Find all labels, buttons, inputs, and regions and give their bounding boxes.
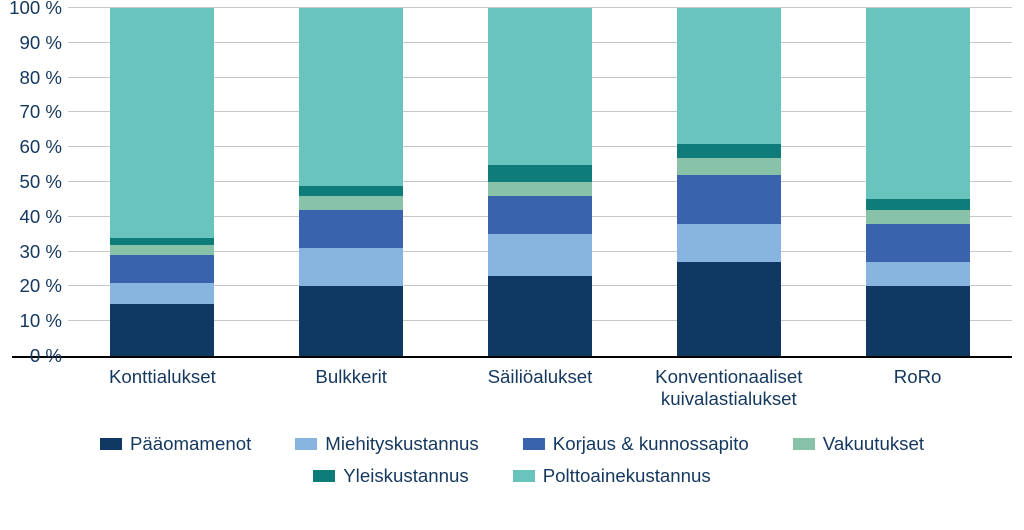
stacked-bar-chart: 0 % 10 % 20 % 30 % 40 % 50 % 60 % 70 % 80 % 90 % 1… xyxy=(0,0,1024,497)
legend-swatch xyxy=(313,470,335,482)
legend-label: Pääomamenot xyxy=(130,433,251,455)
bar-segment-miehityskustannus xyxy=(299,248,403,286)
legend: Pääomamenot Miehityskustannus Korjaus & ku… xyxy=(12,411,1012,497)
x-tick-label: Säiliöalukset xyxy=(446,358,635,411)
legend-item: Yleiskustannus xyxy=(313,465,468,487)
bar-slot xyxy=(823,8,1012,356)
bar-segment-korjaus_kunnossapito xyxy=(488,196,592,234)
legend-item: Vakuutukset xyxy=(793,433,924,455)
bar-slot xyxy=(446,8,635,356)
bar-segment-vakuutukset xyxy=(110,245,214,255)
bar-segment-polttoainekustannus xyxy=(866,8,970,199)
bar-segment-yleiskustannus xyxy=(299,186,403,196)
bar xyxy=(866,8,970,356)
legend-label: Korjaus & kunnossapito xyxy=(553,433,749,455)
bar-segment-vakuutukset xyxy=(488,182,592,196)
bars-region xyxy=(68,8,1012,356)
bar-segment-miehityskustannus xyxy=(866,262,970,286)
bar-segment-polttoainekustannus xyxy=(488,8,592,165)
bar-segment-paaomamenot xyxy=(488,276,592,356)
plot-area: 0 %10 %20 %30 %40 %50 %60 %70 %80 %90 %1… xyxy=(12,8,1012,358)
bar xyxy=(110,8,214,356)
legend-label: Vakuutukset xyxy=(823,433,924,455)
legend-item: Korjaus & kunnossapito xyxy=(523,433,749,455)
legend-swatch xyxy=(295,438,317,450)
y-tick-label: 90 % xyxy=(19,32,62,54)
legend-swatch xyxy=(100,438,122,450)
bar-segment-korjaus_kunnossapito xyxy=(677,175,781,224)
y-tick-label: 0 % xyxy=(30,345,62,367)
bar-segment-yleiskustannus xyxy=(677,144,781,158)
bar-segment-korjaus_kunnossapito xyxy=(866,224,970,262)
bar-slot xyxy=(634,8,823,356)
bar-segment-polttoainekustannus xyxy=(299,8,403,185)
bar-segment-paaomamenot xyxy=(299,286,403,356)
bar-segment-vakuutukset xyxy=(866,210,970,224)
y-tick-label: 20 % xyxy=(19,275,62,297)
y-tick-label: 30 % xyxy=(19,241,62,263)
bar-segment-yleiskustannus xyxy=(866,199,970,209)
legend-swatch xyxy=(793,438,815,450)
x-axis-labels: KonttialuksetBulkkeritSäiliöaluksetKonve… xyxy=(68,358,1012,411)
x-tick-label: Bulkkerit xyxy=(257,358,446,411)
y-tick-label: 100 % xyxy=(9,0,62,19)
bar xyxy=(677,8,781,356)
y-tick-label: 70 % xyxy=(19,101,62,123)
x-tick-label: Konventionaaliset kuivalastialukset xyxy=(634,358,823,411)
legend-swatch xyxy=(513,470,535,482)
bar-segment-vakuutukset xyxy=(677,158,781,175)
bar xyxy=(488,8,592,356)
legend-label: Miehityskustannus xyxy=(325,433,478,455)
bar-segment-vakuutukset xyxy=(299,196,403,210)
bar-segment-korjaus_kunnossapito xyxy=(110,255,214,283)
bar-segment-miehityskustannus xyxy=(677,224,781,262)
x-tick-label: Konttialukset xyxy=(68,358,257,411)
bar-segment-korjaus_kunnossapito xyxy=(299,210,403,248)
bar-segment-paaomamenot xyxy=(866,286,970,356)
bar-slot xyxy=(257,8,446,356)
y-axis: 0 %10 %20 %30 %40 %50 %60 %70 %80 %90 %1… xyxy=(12,8,68,356)
legend-item: Miehityskustannus xyxy=(295,433,478,455)
bar-segment-miehityskustannus xyxy=(110,283,214,304)
bar-segment-paaomamenot xyxy=(110,304,214,356)
bar-segment-yleiskustannus xyxy=(110,238,214,245)
bar xyxy=(299,8,403,356)
y-tick-label: 80 % xyxy=(19,67,62,89)
legend-item: Pääomamenot xyxy=(100,433,251,455)
bar-segment-paaomamenot xyxy=(677,262,781,356)
y-tick-label: 10 % xyxy=(19,310,62,332)
bar-slot xyxy=(68,8,257,356)
bar-segment-polttoainekustannus xyxy=(110,8,214,238)
x-tick-label: RoRo xyxy=(823,358,1012,411)
legend-label: Yleiskustannus xyxy=(343,465,468,487)
legend-label: Polttoainekustannus xyxy=(543,465,711,487)
y-tick-label: 50 % xyxy=(19,171,62,193)
y-tick-label: 60 % xyxy=(19,136,62,158)
legend-swatch xyxy=(523,438,545,450)
legend-item: Polttoainekustannus xyxy=(513,465,711,487)
bar-segment-polttoainekustannus xyxy=(677,8,781,144)
y-tick-label: 40 % xyxy=(19,206,62,228)
bar-segment-yleiskustannus xyxy=(488,165,592,182)
bar-segment-miehityskustannus xyxy=(488,234,592,276)
